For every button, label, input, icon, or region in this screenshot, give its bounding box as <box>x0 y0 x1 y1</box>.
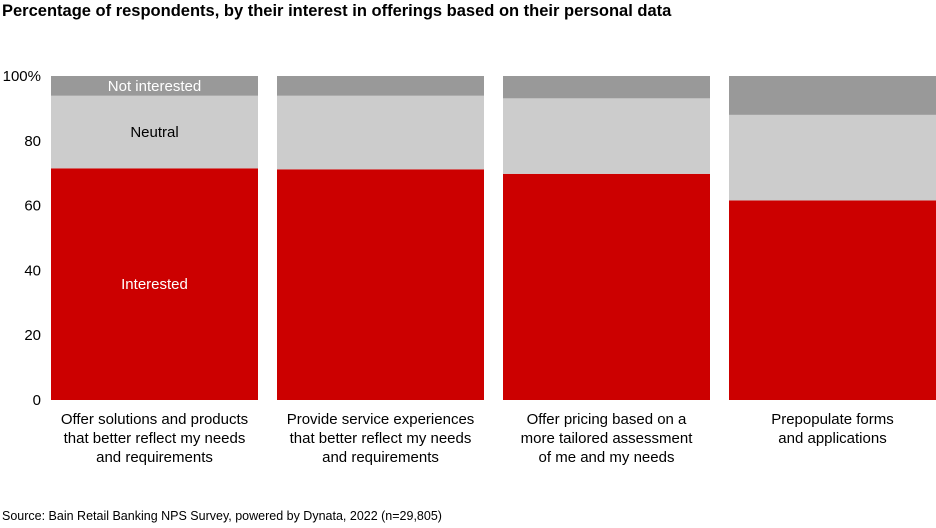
bar-segment-not-interested-2 <box>277 76 484 96</box>
y-tick-label: 40 <box>24 262 41 279</box>
x-category-label: and requirements <box>96 449 213 466</box>
y-tick-label: 60 <box>24 198 41 215</box>
bar-segment-not-interested-1 <box>51 76 258 96</box>
x-category-label: and requirements <box>322 449 439 466</box>
y-axis: 0 20 40 60 80 100% <box>3 68 41 409</box>
series-label-not-interested: Not interested <box>108 78 201 95</box>
bars-group <box>51 76 936 400</box>
y-tick-label: 100% <box>3 68 41 85</box>
x-category-label: Offer solutions and products <box>61 411 248 428</box>
x-category-label: of me and my needs <box>539 449 675 466</box>
bar-segment-neutral-2 <box>277 95 484 170</box>
bar-segment-not-interested-3 <box>503 76 710 99</box>
series-label-interested: Interested <box>121 276 188 293</box>
bar-segment-interested-1 <box>51 168 258 400</box>
bar-segment-neutral-1 <box>51 95 258 169</box>
x-category-label: that better reflect my needs <box>64 430 246 447</box>
bar-segment-interested-4 <box>729 200 936 400</box>
y-tick-label: 0 <box>33 392 41 409</box>
bar-segment-neutral-3 <box>503 98 710 174</box>
chart-title: Percentage of respondents, by their inte… <box>2 2 672 20</box>
x-category-label: Prepopulate forms <box>771 411 894 428</box>
bar-segment-interested-2 <box>277 169 484 400</box>
source-note: Source: Bain Retail Banking NPS Survey, … <box>2 509 442 523</box>
segment-labels: Interested Neutral Not interested <box>108 78 201 293</box>
x-category-label: more tailored assessment <box>521 430 694 447</box>
series-label-neutral: Neutral <box>130 124 178 141</box>
x-category-label: Offer pricing based on a <box>527 411 687 428</box>
y-tick-label: 20 <box>24 327 41 344</box>
bar-segment-neutral-4 <box>729 114 936 201</box>
x-axis: Offer solutions and products that better … <box>61 411 894 466</box>
bar-segment-interested-3 <box>503 173 710 400</box>
x-category-label: that better reflect my needs <box>290 430 472 447</box>
x-category-label: Provide service experiences <box>287 411 475 428</box>
bar-segment-not-interested-4 <box>729 76 936 115</box>
y-tick-label: 80 <box>24 133 41 150</box>
x-category-label: and applications <box>778 430 886 447</box>
